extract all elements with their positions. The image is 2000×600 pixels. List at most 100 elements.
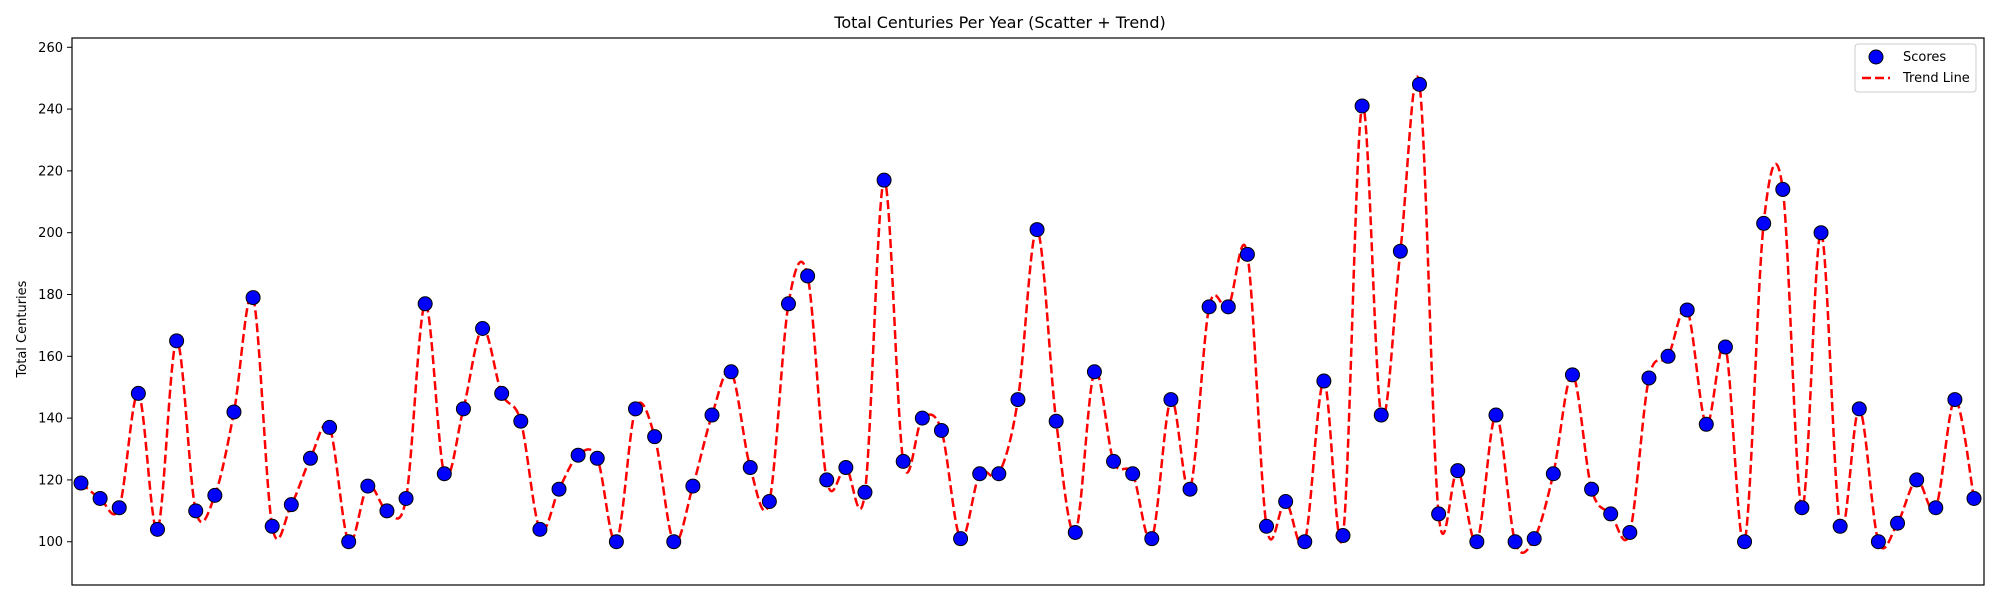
data-point bbox=[666, 534, 682, 550]
y-tick-label: 220 bbox=[38, 164, 63, 179]
data-point bbox=[1622, 524, 1638, 540]
data-point bbox=[73, 475, 89, 491]
legend-scores-label: Scores bbox=[1903, 50, 1946, 65]
data-point bbox=[169, 333, 185, 349]
data-point bbox=[1660, 348, 1676, 364]
data-point bbox=[188, 503, 204, 519]
data-point bbox=[398, 490, 414, 506]
data-point bbox=[1832, 518, 1848, 534]
data-point bbox=[800, 268, 816, 284]
data-point bbox=[1316, 373, 1332, 389]
plot-frame bbox=[71, 37, 1985, 586]
data-point bbox=[704, 407, 720, 423]
data-point bbox=[972, 466, 988, 482]
data-point bbox=[780, 296, 796, 312]
legend-scores-marker bbox=[1868, 49, 1884, 65]
chart-title: Total Centuries Per Year (Scatter + Tren… bbox=[833, 13, 1165, 32]
data-point bbox=[570, 447, 586, 463]
y-tick-label: 100 bbox=[38, 535, 63, 550]
data-point bbox=[1125, 466, 1141, 482]
data-point bbox=[1756, 215, 1772, 231]
data-point bbox=[608, 534, 624, 550]
y-tick-label: 240 bbox=[38, 103, 63, 118]
data-point bbox=[341, 534, 357, 550]
data-point bbox=[1354, 98, 1370, 114]
data-point bbox=[226, 404, 242, 420]
data-point bbox=[130, 385, 146, 401]
data-point bbox=[417, 296, 433, 312]
y-tick-label: 120 bbox=[38, 473, 63, 488]
data-point bbox=[1411, 76, 1427, 92]
data-point bbox=[1545, 466, 1561, 482]
data-point bbox=[436, 466, 452, 482]
scatter-points bbox=[73, 76, 1982, 550]
data-point bbox=[895, 453, 911, 469]
data-point bbox=[92, 490, 108, 506]
data-point bbox=[111, 500, 127, 516]
data-point bbox=[1564, 367, 1580, 383]
data-point bbox=[589, 450, 605, 466]
data-point bbox=[1450, 463, 1466, 479]
data-point bbox=[1890, 515, 1906, 531]
data-point bbox=[1928, 500, 1944, 516]
data-point bbox=[551, 481, 567, 497]
data-point bbox=[1239, 246, 1255, 262]
data-point bbox=[149, 521, 165, 537]
data-point bbox=[876, 172, 892, 188]
data-point bbox=[1029, 222, 1045, 238]
data-point bbox=[819, 472, 835, 488]
y-axis-ticks: 100 120 140 160 180 200 220 240 260 bbox=[38, 41, 72, 550]
y-tick-label: 200 bbox=[38, 226, 63, 241]
data-point bbox=[1163, 392, 1179, 408]
data-point bbox=[513, 413, 529, 429]
data-point bbox=[455, 401, 471, 417]
data-point bbox=[1488, 407, 1504, 423]
data-point bbox=[1335, 528, 1351, 544]
data-point bbox=[1067, 524, 1083, 540]
data-point bbox=[1698, 416, 1714, 432]
data-point bbox=[685, 478, 701, 494]
data-point bbox=[379, 503, 395, 519]
data-point bbox=[1144, 531, 1160, 547]
data-point bbox=[302, 450, 318, 466]
data-point bbox=[1106, 453, 1122, 469]
data-point bbox=[628, 401, 644, 417]
data-point bbox=[1392, 243, 1408, 259]
data-point bbox=[1966, 490, 1982, 506]
data-point bbox=[1947, 392, 1963, 408]
data-point bbox=[1201, 299, 1217, 315]
data-point bbox=[1507, 534, 1523, 550]
data-point bbox=[360, 478, 376, 494]
data-point bbox=[1641, 370, 1657, 386]
data-point bbox=[933, 422, 949, 438]
legend-box bbox=[1854, 43, 1977, 93]
data-point bbox=[1182, 481, 1198, 497]
data-point bbox=[723, 364, 739, 380]
data-point bbox=[991, 466, 1007, 482]
data-point bbox=[1431, 506, 1447, 522]
y-axis-label: Total Centuries bbox=[15, 280, 30, 378]
data-point bbox=[953, 531, 969, 547]
data-point bbox=[1851, 401, 1867, 417]
data-point bbox=[1775, 181, 1791, 197]
data-point bbox=[1870, 534, 1886, 550]
data-point bbox=[1373, 407, 1389, 423]
legend-trend-label: Trend Line bbox=[1902, 71, 1970, 86]
data-point bbox=[1717, 339, 1733, 355]
data-point bbox=[264, 518, 280, 534]
data-point bbox=[1526, 531, 1542, 547]
data-point bbox=[838, 460, 854, 476]
y-tick-label: 180 bbox=[38, 288, 63, 303]
data-point bbox=[1794, 500, 1810, 516]
data-point bbox=[207, 487, 223, 503]
data-point bbox=[475, 321, 491, 336]
data-point bbox=[742, 460, 758, 476]
y-tick-label: 260 bbox=[38, 41, 63, 56]
data-point bbox=[1603, 506, 1619, 522]
data-point bbox=[647, 429, 663, 445]
data-point bbox=[1048, 413, 1064, 429]
data-point bbox=[1278, 494, 1294, 510]
data-point bbox=[532, 521, 548, 537]
data-point bbox=[1259, 518, 1275, 534]
